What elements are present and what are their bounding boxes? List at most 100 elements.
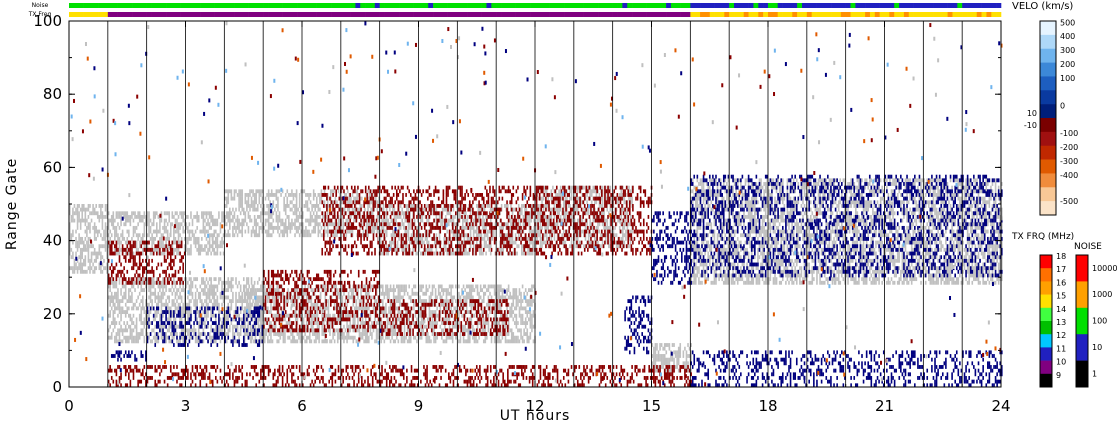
txfreq-strip-cell — [413, 12, 419, 17]
range-gate-cell-ground — [106, 225, 108, 230]
range-gate-cell-ground — [154, 236, 157, 241]
range-gate-cell-ground — [311, 204, 313, 208]
range-gate-cell-ground — [143, 225, 146, 230]
range-gate-cell-ground — [334, 233, 337, 238]
range-gate-cell-ground — [185, 222, 188, 227]
range-gate-cell-ground — [702, 269, 705, 274]
range-gate-cell-ground — [446, 211, 449, 216]
txfreq-strip-cell — [743, 12, 749, 17]
range-gate-cell-ground — [345, 233, 348, 238]
noise-strip-cell — [913, 3, 919, 8]
txfreq-strip-cell — [384, 12, 390, 17]
range-gate-cell-ground — [851, 229, 854, 234]
range-gate-cell-ground — [820, 204, 823, 208]
range-gate-cell-ground — [813, 258, 815, 263]
range-gate-cell-ground — [443, 244, 445, 249]
range-gate-cell-ground — [82, 258, 85, 263]
range-gate-cell-ground — [701, 262, 703, 267]
range-gate-cell-ground — [155, 247, 158, 252]
range-gate-cell-ground — [576, 236, 579, 241]
range-gate-cell-ground — [79, 255, 82, 260]
range-gate-cell-ground — [336, 225, 338, 230]
range-gate-cell-ground — [854, 200, 857, 205]
noise-strip-cell — [107, 3, 113, 8]
range-gate-cell-ground — [160, 244, 163, 249]
txfreq-strip-cell — [996, 12, 1002, 17]
range-gate-cell-ground — [193, 214, 195, 219]
range-gate-cell-ground — [350, 229, 352, 234]
range-gate-cell-ground — [726, 247, 728, 252]
range-gate-cell-ground — [803, 236, 806, 241]
range-gate-cell-ground — [72, 251, 74, 256]
range-gate-cell-ground — [69, 251, 71, 256]
range-gate-cell-ground — [754, 200, 756, 205]
range-gate-cell-ground — [785, 273, 787, 278]
range-gate-cell-ground — [707, 255, 710, 260]
range-gate-cell-ground — [270, 214, 273, 219]
range-gate-cell-ground — [320, 233, 323, 238]
range-gate-cell-ground — [803, 262, 806, 267]
range-gate-cell-ground — [124, 240, 127, 245]
txfreq-strip-cell — [501, 12, 507, 17]
range-gate-cell-ground — [76, 214, 79, 219]
range-gate-cell-ground — [781, 233, 784, 238]
range-gate-cell-ground — [177, 236, 180, 241]
range-gate-cell-ground — [319, 214, 321, 219]
range-gate-cell-ground — [772, 280, 775, 285]
range-gate-cell-ground — [371, 229, 374, 234]
range-gate-cell-ground — [379, 236, 382, 241]
range-gate-cell-ground — [691, 178, 694, 183]
noise-strip-cell — [209, 3, 215, 8]
noise-strip-cell — [962, 3, 968, 8]
range-gate-cell-ground — [81, 262, 84, 267]
range-gate-cell-ground — [202, 218, 205, 223]
noise-strip-cell — [185, 3, 191, 8]
range-gate-cell-ground — [735, 229, 737, 234]
range-gate-cell-ground — [486, 233, 489, 238]
range-gate-cell-ground — [820, 211, 823, 216]
range-gate-cell-ground — [93, 225, 96, 230]
range-gate-cell-ground — [816, 280, 818, 285]
range-gate-cell-ground — [777, 258, 779, 263]
range-gate-cell-ground — [819, 240, 821, 245]
txfreq-strip-cell — [967, 12, 973, 17]
range-gate-cell-ground — [329, 222, 332, 227]
range-gate-cell-ground — [367, 204, 369, 208]
range-gate-cell-ground — [264, 218, 267, 223]
range-gate-cell-ground — [844, 178, 846, 183]
range-gate-cell-ground — [850, 251, 852, 256]
range-gate-cell-ground — [82, 218, 85, 223]
range-gate-cell-ground — [550, 189, 553, 194]
range-gate-cell-ground — [606, 207, 609, 212]
range-gate-cell-ground — [800, 273, 803, 278]
range-gate-cell-ground — [289, 222, 292, 227]
range-gate-cell-ground — [777, 240, 779, 245]
range-gate-cell-ground — [600, 244, 602, 249]
range-gate-cell-ground — [128, 233, 130, 238]
txfreq-strip-cell — [530, 12, 536, 17]
range-gate-cell-ground — [696, 204, 699, 208]
range-gate-cell-ground — [805, 229, 807, 234]
range-gate-cell-ground — [373, 229, 376, 234]
range-gate-cell-ground — [479, 233, 481, 238]
range-gate-cell-ground — [772, 207, 775, 212]
range-gate-cell-ground — [196, 211, 198, 216]
range-gate-cell-ground — [317, 207, 320, 212]
range-gate-cell-ground — [146, 222, 149, 227]
range-gate-cell-ground — [93, 247, 96, 252]
range-gate-cell-ground — [249, 189, 251, 194]
range-gate-cell-ground — [486, 229, 489, 234]
range-gate-cell-ground — [480, 247, 483, 252]
range-gate-cell-ground — [204, 233, 206, 238]
range-gate-cell-ground — [545, 218, 548, 223]
range-gate-cell-ground — [702, 200, 705, 205]
range-gate-cell-ground — [819, 280, 821, 285]
range-gate-cell-ground — [288, 204, 290, 208]
range-gate-cell-ground — [530, 229, 532, 234]
range-gate-cell-ground — [576, 196, 579, 201]
range-gate-cell-ground — [145, 214, 147, 219]
range-gate-cell-ground — [278, 225, 281, 230]
range-gate-cell-ground — [566, 211, 568, 216]
range-gate-cell-ground — [146, 214, 149, 219]
range-gate-cell-ground — [238, 229, 240, 234]
